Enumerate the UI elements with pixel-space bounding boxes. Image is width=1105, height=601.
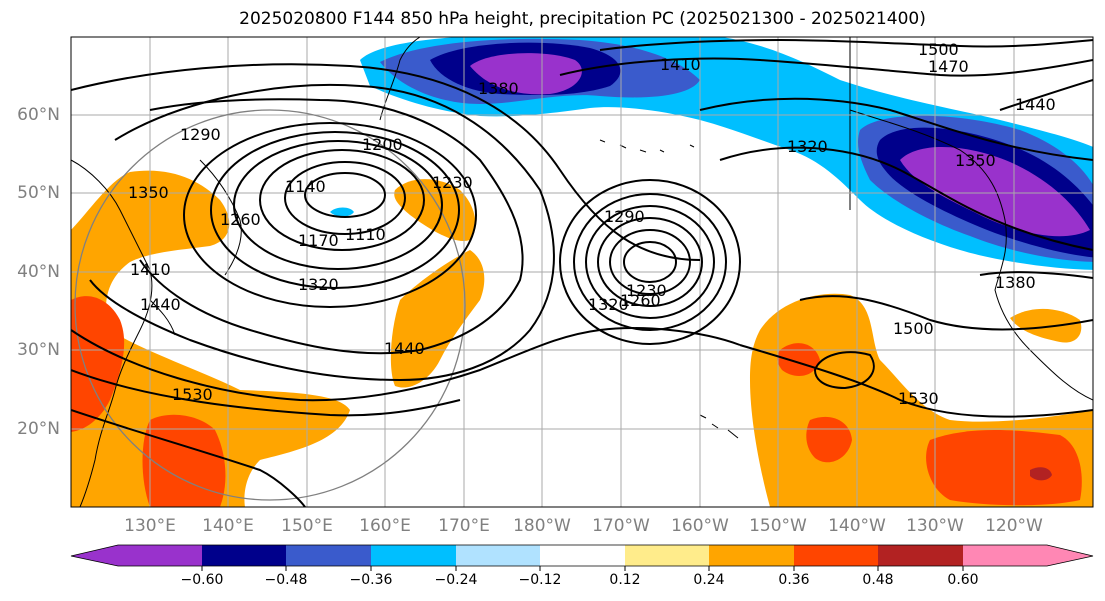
colorbar-tick-label: −0.24: [434, 572, 478, 588]
colorbar-tick-label: −0.36: [349, 572, 393, 588]
contour-label: 1110: [345, 225, 386, 244]
lat-label: 30°N: [17, 340, 60, 360]
contour-label: 1500: [893, 319, 934, 338]
contour-label: 1260: [220, 210, 261, 229]
domain-boundary: [74, 109, 466, 501]
contour-label: 1440: [384, 339, 425, 358]
colorbar-tick-label: 0.48: [862, 572, 894, 588]
colorbar-segment: [540, 545, 625, 566]
colorbar-segment: [202, 545, 286, 566]
colorbar-tick-label: 0.24: [693, 572, 725, 588]
height-contours: [71, 38, 1093, 507]
contour-label: 1500: [918, 40, 959, 59]
lon-label: 140°E: [202, 516, 254, 536]
colorbar-tick-label: −0.12: [518, 572, 562, 588]
colorbar-segment: [878, 545, 963, 566]
colorbar-tick-label: 0.12: [609, 572, 641, 588]
contour-label: 1440: [140, 295, 181, 314]
contour-label: 1350: [128, 183, 169, 202]
contour-label: 1410: [130, 260, 171, 279]
colorbar-segment: [456, 545, 540, 566]
lat-label: 60°N: [17, 105, 60, 125]
colorbar-segment: [371, 545, 456, 566]
lon-label: 130°E: [124, 516, 176, 536]
lat-label: 50°N: [17, 183, 60, 203]
colorbar-tick-label: −0.60: [180, 572, 224, 588]
graticule: [71, 37, 1093, 507]
negative-anomaly-north: [330, 37, 1093, 270]
contour-label: 1410: [660, 55, 701, 74]
colorbar-segment: [709, 545, 794, 566]
contour-label: 1230: [626, 281, 667, 300]
contour-label: 1530: [172, 385, 213, 404]
contour-label: 1320: [298, 275, 339, 294]
lon-label: 170°W: [592, 516, 650, 536]
contour-label: 1530: [898, 389, 939, 408]
lon-label: 140°W: [828, 516, 886, 536]
contour-label: 1320: [787, 137, 828, 156]
lon-label: 130°W: [906, 516, 964, 536]
contour-label: 1290: [604, 207, 645, 226]
contour-label: 1350: [955, 151, 996, 170]
lon-label: 120°W: [985, 516, 1043, 536]
colorbar-tick-label: 0.36: [778, 572, 810, 588]
contour-label-layer: 1500 1470 1440 1410 1380 1290 1200 1230 …: [128, 40, 1056, 408]
map-frame: [70, 36, 1094, 508]
colorbar-segment: [625, 545, 709, 566]
contour-label: 1140: [285, 177, 326, 196]
lat-label: 40°N: [17, 262, 60, 282]
contour-label: 1380: [995, 273, 1036, 292]
lon-label: 150°W: [749, 516, 807, 536]
lon-label: 160°E: [359, 516, 411, 536]
map-title: 2025020800 F144 850 hPa height, precipit…: [239, 9, 926, 29]
positive-anomaly: [71, 170, 1093, 507]
colorbar: [70, 544, 1094, 571]
lon-label: 180°W: [513, 516, 571, 536]
lat-label: 20°N: [17, 419, 60, 439]
contour-label: 1200: [362, 135, 403, 154]
colorbar-segment: [286, 545, 371, 566]
colorbar-segment: [794, 545, 878, 566]
colorbar-tick-label: 0.60: [947, 572, 979, 588]
lon-label: 160°W: [671, 516, 729, 536]
contour-label: 1320: [588, 295, 629, 314]
colorbar-segment: [963, 545, 1093, 566]
contour-label: 1290: [180, 125, 221, 144]
contour-label: 1260: [620, 291, 661, 310]
contour-label: 1470: [928, 57, 969, 76]
lon-label: 170°E: [438, 516, 490, 536]
contour-label: 1170: [298, 231, 339, 250]
contour-label: 1440: [1015, 95, 1056, 114]
colorbar-tick-label: −0.48: [264, 572, 308, 588]
lon-label: 150°E: [281, 516, 333, 536]
contour-label: 1380: [478, 79, 519, 98]
colorbar-segment: [71, 545, 202, 566]
contour-label: 1230: [432, 173, 473, 192]
